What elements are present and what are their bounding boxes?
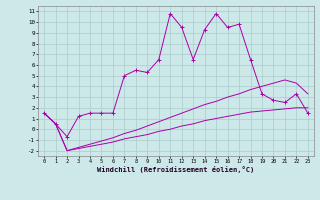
X-axis label: Windchill (Refroidissement éolien,°C): Windchill (Refroidissement éolien,°C) [97, 166, 255, 173]
